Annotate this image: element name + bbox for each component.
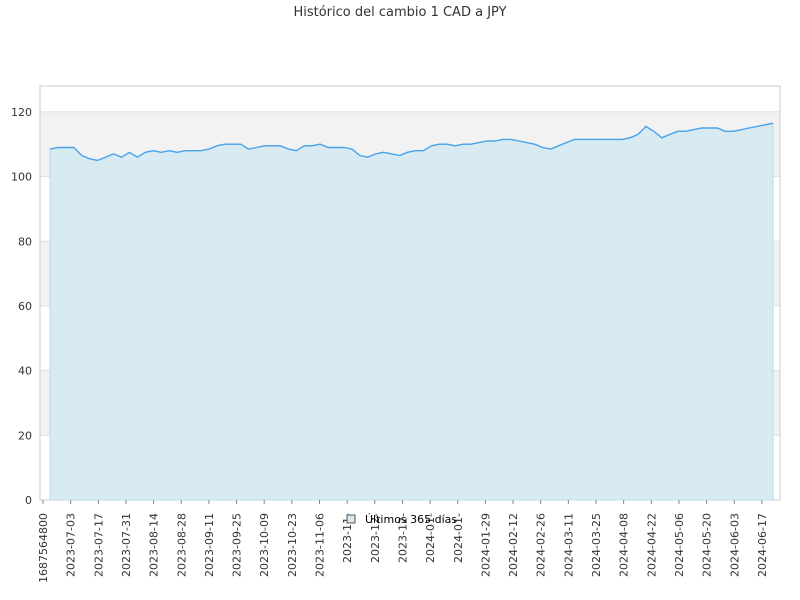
x-tick-label: 2023-11- [341,513,354,563]
x-tick-label: 2023-11-06 [314,513,327,577]
series-area [49,122,774,501]
x-tick-label: 2023-07-17 [92,513,105,577]
legend-label[interactable]: Últimos 365 días [365,513,457,526]
y-axis: 0 20 40 60 80 100 120 [11,106,32,507]
legend-swatch[interactable] [346,514,356,524]
x-tick-label: 2024-05-06 [673,513,686,577]
legend[interactable]: Últimos 365 días [346,513,457,526]
y-tick-label: 20 [18,429,32,442]
x-tick-label: 2023-12- [369,513,382,563]
y-tick-label: 100 [11,171,32,184]
x-tick-label: 2023-09-25 [231,513,244,577]
y-tick-label: 40 [18,365,32,378]
x-tick-label: 2023-10-23 [286,513,299,577]
x-tick-label: 2024-03-11 [562,513,575,577]
x-tick-label: 2023-09-11 [203,513,216,577]
x-tick-label: 2023-08-14 [148,513,161,577]
x-tick-label: 2023-10-09 [258,513,271,577]
chart-title: Histórico del cambio 1 CAD a JPY [293,5,506,20]
x-tick-label: 2023-12- [396,513,409,563]
x-tick-label: 2024-04-08 [618,513,631,577]
x-tick-label: 2024-04-22 [645,513,658,577]
x-tick-label: 2024-06-17 [756,513,769,577]
x-tick-label: 2024-02-26 [535,513,548,577]
x-tick-label: 2024-02-12 [507,513,520,577]
y-tick-label: 0 [25,494,32,507]
x-tick-label: 2024-01- [452,513,465,563]
background-band [40,86,780,112]
x-axis: 1687564800 2023-07-03 2023-07-17 2023-07-31… [37,500,769,583]
series-line [49,122,774,162]
y-tick-label: 80 [18,235,32,248]
x-tick-label: 2023-08-28 [175,513,188,577]
series-layer [49,122,774,501]
x-tick-label: 1687564800 [37,513,50,583]
x-tick-label: 2023-07-31 [120,513,133,577]
y-tick-label: 60 [18,300,32,313]
y-tick-label: 120 [11,106,32,119]
x-tick-label: 2024-01-29 [479,513,492,577]
x-tick-label: 2024-05-20 [701,513,714,577]
x-tick-label: 2024-01- [424,513,437,563]
x-tick-label: 2024-06-03 [728,513,741,577]
x-tick-label: 2023-07-03 [65,513,78,577]
x-tick-label: 2024-03-25 [590,513,603,577]
